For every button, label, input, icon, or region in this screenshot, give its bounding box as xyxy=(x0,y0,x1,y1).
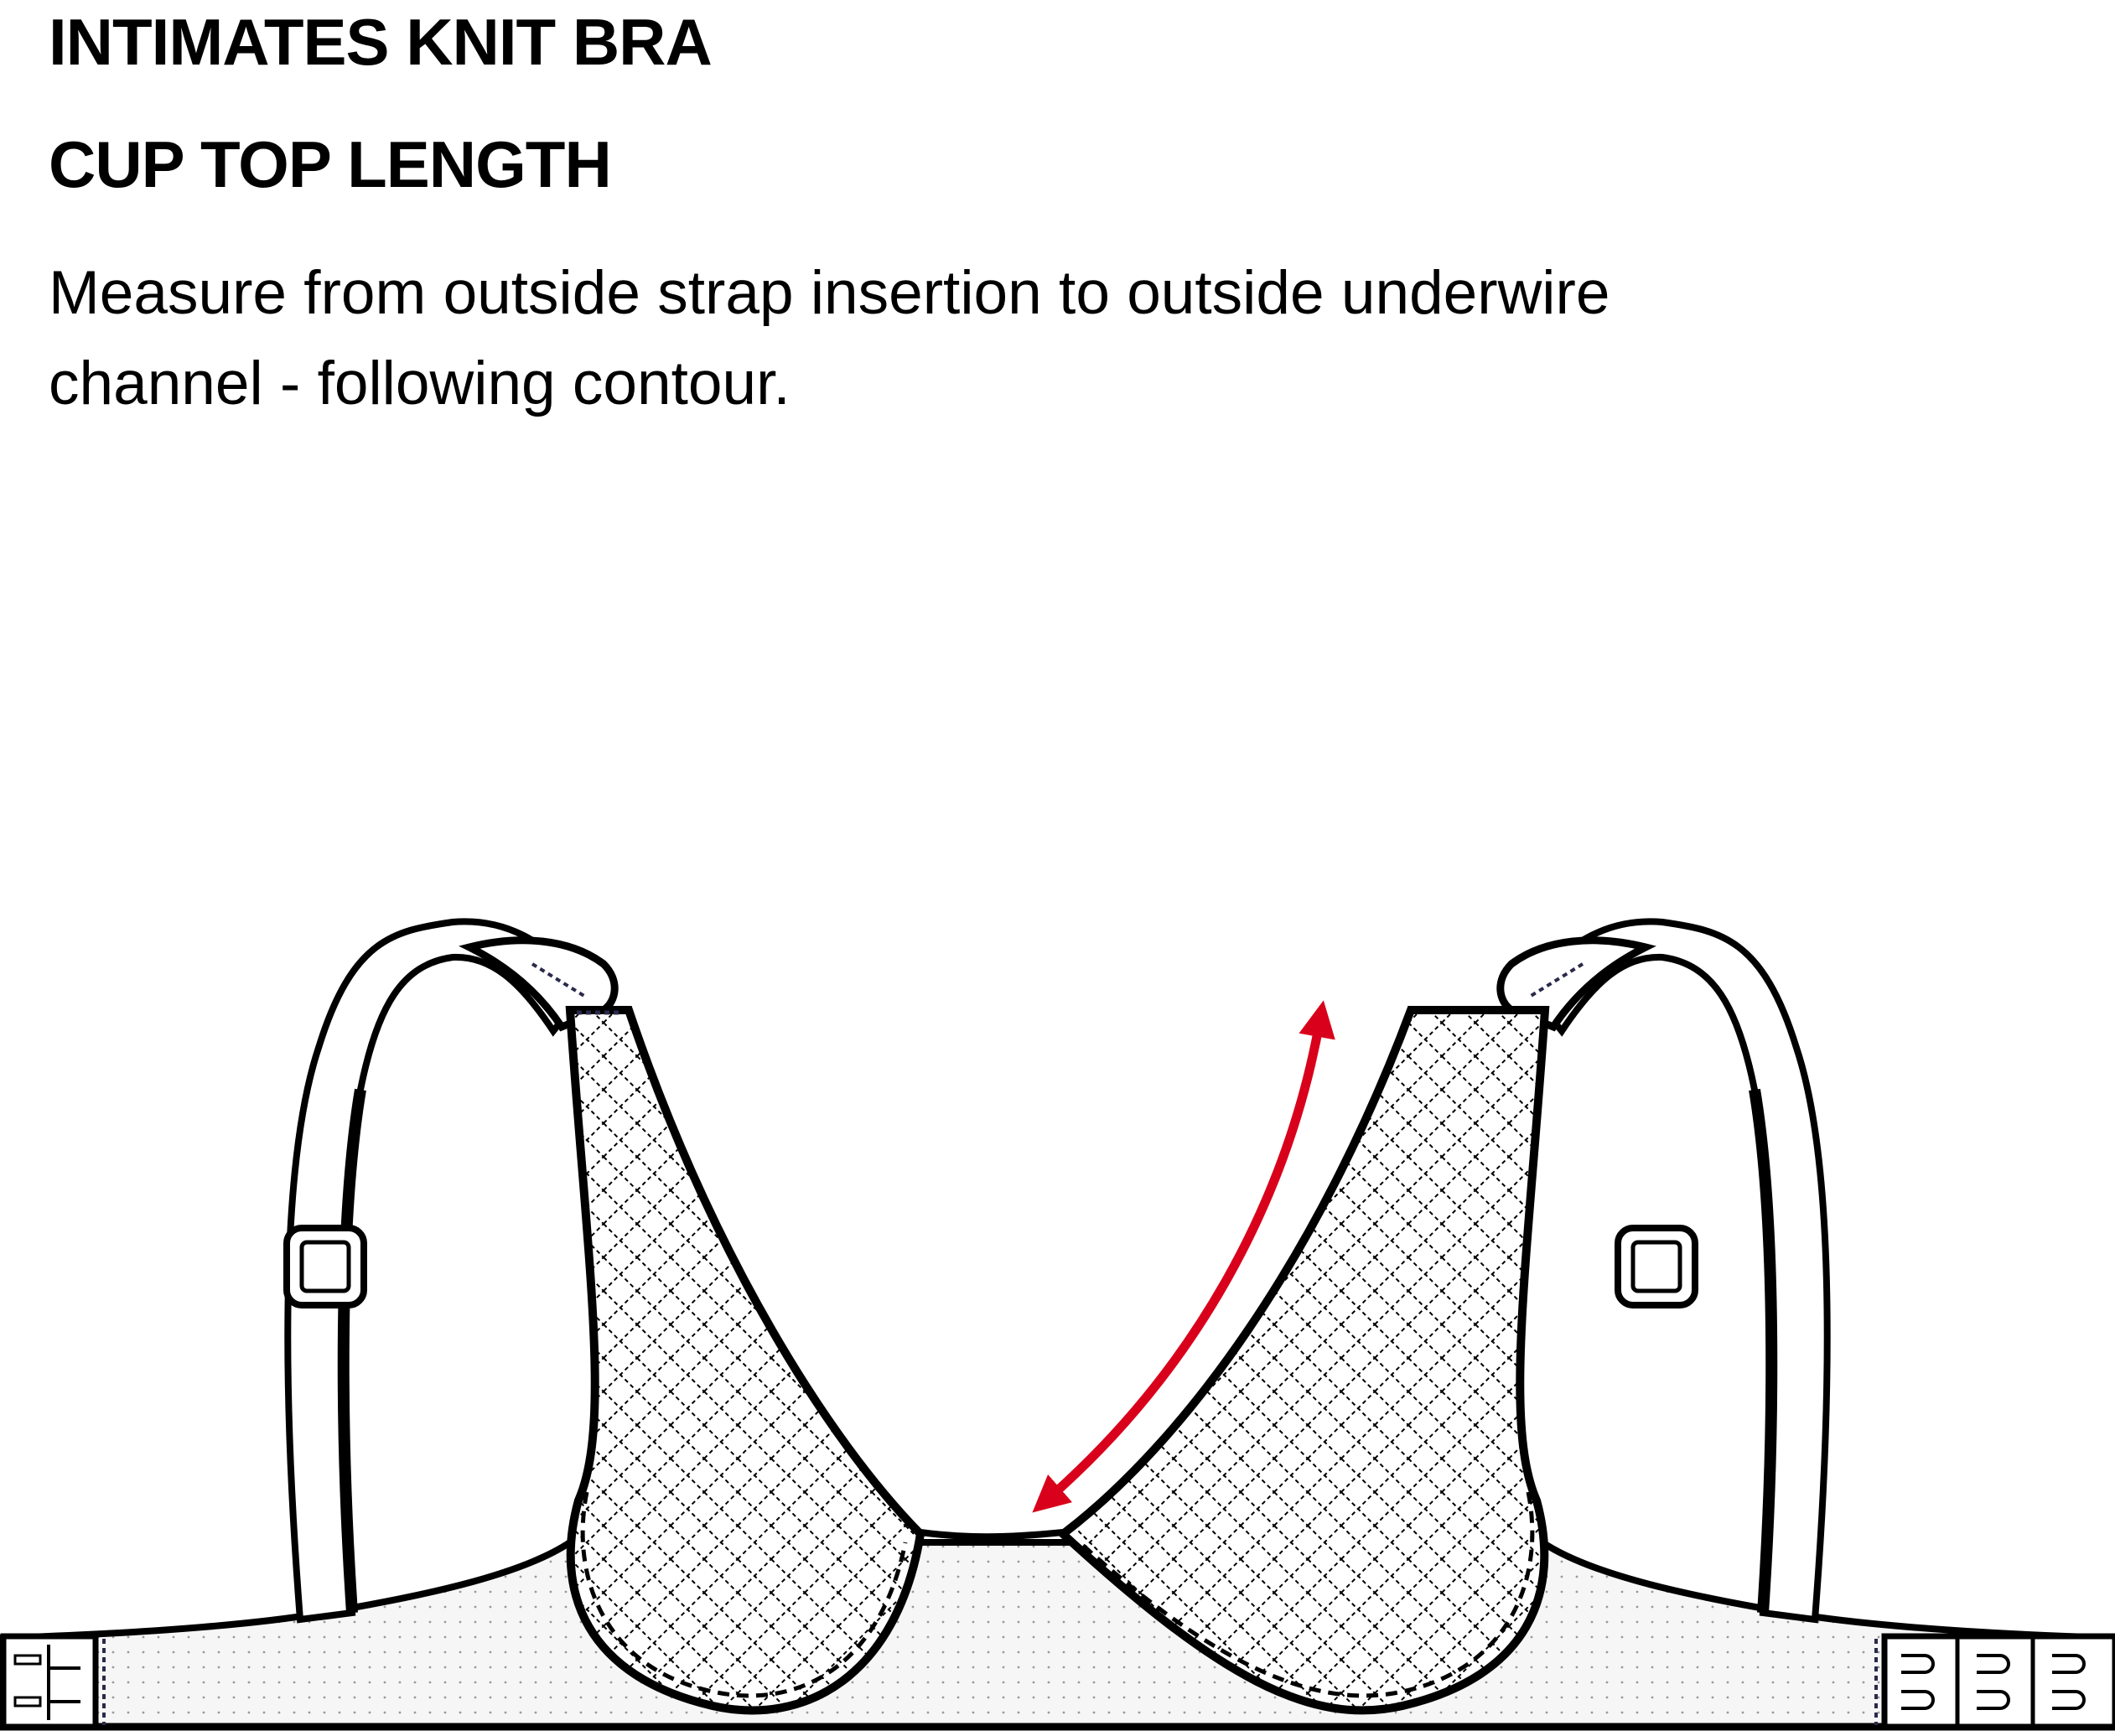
page-title: INTIMATES KNIT BRA xyxy=(49,5,713,79)
center-gore xyxy=(920,1529,1064,1541)
instruction-line-2: channel - following contour. xyxy=(49,350,791,417)
hook-and-eye-closure-icon xyxy=(0,1633,106,1730)
right-strap xyxy=(1496,918,1831,1624)
left-cup xyxy=(565,1006,925,1715)
hook-and-eye-closure-icon xyxy=(1874,1633,2115,1730)
left-strap xyxy=(284,918,619,1624)
strap-slider-icon xyxy=(1615,1225,1698,1308)
band xyxy=(0,1539,2115,1731)
instruction-line-1: Measure from outside strap insertion to … xyxy=(49,259,1610,327)
measurement-name: CUP TOP LENGTH xyxy=(49,127,612,201)
double-headed-arrow-icon xyxy=(1032,1000,1335,1513)
strap-slider-icon xyxy=(283,1225,367,1308)
measurement-instruction: Measure from outside strap insertion to … xyxy=(49,248,2044,429)
